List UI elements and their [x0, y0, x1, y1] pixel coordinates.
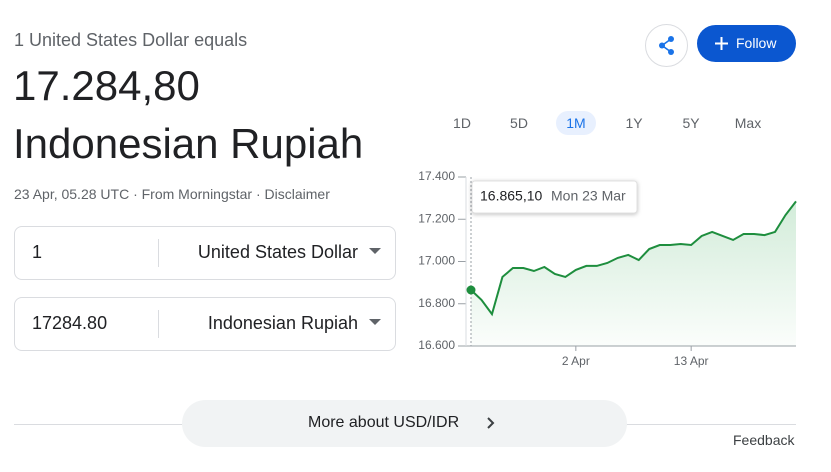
x-tick-label: 2 Apr: [562, 354, 590, 368]
range-tab[interactable]: 5Y: [682, 115, 700, 131]
currency-select[interactable]: Indonesian Rupiah: [207, 313, 358, 333]
line: [470, 200, 797, 317]
converter-row[interactable]: 17284.80 Indonesian Rupiah: [14, 297, 396, 351]
more-button[interactable]: More about USD/IDR: [182, 400, 627, 447]
range-tab[interactable]: 5D: [510, 115, 528, 131]
y-tick-label: 17.200: [418, 211, 455, 225]
area: [471, 201, 796, 346]
range-tab[interactable]: 1M: [556, 111, 596, 135]
plus-icon: [715, 37, 728, 50]
divider: [158, 239, 159, 267]
feedback-link[interactable]: Feedback: [733, 432, 795, 448]
tooltip-box: [471, 180, 638, 214]
y-tick-label: 17.000: [418, 254, 455, 268]
follow-button[interactable]: Follow: [697, 25, 796, 62]
divider: [158, 310, 159, 338]
meta[interactable]: 23 Apr, 05.28 UTC · From Morningstar · D…: [14, 186, 330, 202]
dropdown-arrow: [369, 319, 381, 325]
range-tab[interactable]: 1D: [453, 115, 471, 131]
y-tick-label: 16.600: [418, 338, 455, 352]
amount-input[interactable]: 1: [32, 242, 43, 262]
hover-point: [466, 285, 476, 295]
tooltip-value: 16.865,10: [480, 188, 542, 204]
currency-select[interactable]: United States Dollar: [197, 242, 358, 262]
share-button[interactable]: [645, 24, 688, 67]
y-tick-label: 16.800: [418, 296, 455, 310]
x-tick-label: 13 Apr: [674, 354, 709, 368]
dropdown-arrow: [369, 248, 381, 254]
converter-row[interactable]: 1 United States Dollar: [14, 226, 396, 280]
amount-input[interactable]: 17284.80: [32, 313, 108, 333]
more-label: More about USD/IDR: [308, 414, 460, 431]
subtitle: 1 United States Dollar equals: [14, 30, 248, 50]
y-tick-label: 17.400: [418, 169, 455, 183]
currency-name: Indonesian Rupiah: [13, 120, 364, 167]
range-tab[interactable]: 1Y: [625, 115, 643, 131]
tooltip-date: Mon 23 Mar: [551, 188, 626, 204]
follow-label: Follow: [736, 35, 777, 51]
range-tab[interactable]: Max: [734, 115, 762, 131]
chart: 17.400 17.200 17.000 16.800 16.600 2 Apr 13 Ap…: [418, 169, 797, 368]
chevron-icon: [487, 417, 495, 429]
share-icon: [659, 36, 674, 55]
amount: 17.284,80: [13, 62, 200, 109]
